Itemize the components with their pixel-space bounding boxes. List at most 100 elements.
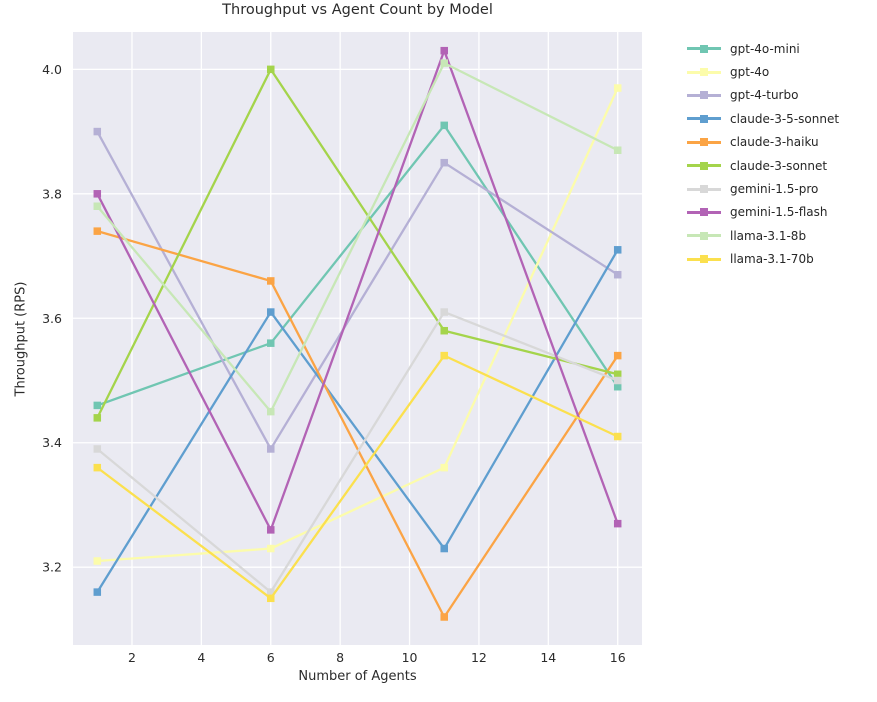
y-tick-label: 3.4	[42, 435, 62, 450]
data-point-claude-3-haiku	[267, 277, 275, 285]
data-point-claude-3-sonnet	[267, 65, 275, 74]
data-point-gpt-4o-mini	[267, 339, 275, 347]
data-point-gemini-1.5-pro	[267, 588, 275, 596]
legend-item-gpt-4o-mini: gpt-4o-mini	[687, 37, 839, 60]
data-point-gpt-4o-mini	[93, 401, 102, 410]
series-line-llama-3.1-70b	[96, 354, 619, 600]
data-point-claude-3-haiku	[93, 227, 102, 235]
data-point-llama-3.1-8b	[93, 202, 102, 211]
data-point-gpt-4o-mini	[613, 382, 622, 391]
legend-swatch-icon	[687, 161, 721, 171]
series-line-gemini-1.5-pro	[96, 310, 619, 594]
plot-background	[73, 32, 642, 645]
data-point-claude-3-5-sonnet	[267, 308, 275, 316]
legend-item-claude-3-5-sonnet: claude-3-5-sonnet	[687, 107, 839, 130]
legend-swatch-icon	[687, 207, 721, 217]
legend-label: llama-3.1-70b	[730, 252, 814, 267]
data-point-gemini-1.5-flash	[613, 519, 622, 528]
x-tick-label: 12	[471, 650, 487, 665]
legend-swatch-icon	[687, 114, 721, 124]
series-line-claude-3-5-sonnet	[96, 249, 619, 593]
legend-item-gemini-1.5-flash: gemini-1.5-flash	[687, 201, 839, 224]
series-line-claude-3-sonnet	[96, 68, 618, 419]
y-axis-label: Throughput (RPS)	[13, 281, 29, 397]
legend-label: gemini-1.5-pro	[730, 182, 819, 197]
data-point-claude-3-haiku	[440, 613, 448, 621]
data-point-gpt-4o	[93, 557, 102, 565]
legend-item-llama-3.1-8b: llama-3.1-8b	[687, 224, 839, 247]
y-tick-label: 3.8	[42, 186, 62, 201]
data-point-llama-3.1-8b	[613, 146, 622, 154]
data-point-llama-3.1-70b	[267, 594, 275, 603]
legend-item-claude-3-sonnet: claude-3-sonnet	[687, 154, 839, 177]
x-tick-label: 4	[197, 650, 205, 665]
data-point-claude-3-5-sonnet	[93, 588, 102, 596]
data-point-llama-3.1-8b	[267, 407, 275, 416]
legend-label: claude-3-haiku	[730, 135, 819, 150]
series-line-gemini-1.5-flash	[96, 49, 619, 532]
x-tick-label: 16	[610, 650, 626, 665]
legend-swatch-icon	[687, 184, 721, 194]
data-point-gpt-4-turbo	[267, 445, 275, 453]
data-point-gemini-1.5-flash	[93, 190, 102, 198]
data-point-claude-3-sonnet	[613, 370, 622, 379]
data-point-claude-3-5-sonnet	[440, 544, 448, 553]
data-point-gemini-1.5-pro	[440, 308, 448, 316]
x-tick-label: 2	[128, 650, 136, 665]
legend-item-gpt-4o: gpt-4o	[687, 60, 839, 83]
data-point-llama-3.1-70b	[440, 351, 448, 360]
legend-label: claude-3-5-sonnet	[730, 111, 840, 126]
data-point-gpt-4o	[440, 463, 448, 472]
data-point-gemini-1.5-pro	[613, 376, 622, 385]
data-point-claude-3-5-sonnet	[613, 246, 622, 254]
data-point-gpt-4o-mini	[440, 121, 448, 130]
data-point-gpt-4o	[613, 84, 622, 92]
y-tick-label: 4.0	[42, 62, 62, 77]
legend-label: gemini-1.5-flash	[730, 205, 828, 220]
legend-swatch-icon	[687, 231, 721, 241]
y-tick-label: 3.2	[42, 560, 62, 575]
data-point-gpt-4o	[267, 544, 275, 553]
legend-label: gpt-4o-mini	[730, 41, 800, 56]
series-line-gpt-4-turbo	[96, 131, 619, 451]
data-point-claude-3-sonnet	[440, 326, 448, 335]
data-point-gpt-4-turbo	[613, 270, 622, 279]
data-point-llama-3.1-70b	[613, 432, 622, 441]
data-point-gpt-4-turbo	[93, 127, 102, 136]
data-point-gemini-1.5-pro	[93, 445, 102, 453]
data-point-llama-3.1-8b	[440, 59, 448, 67]
legend-label: claude-3-sonnet	[730, 158, 828, 173]
legend-swatch-icon	[687, 44, 721, 54]
data-point-gemini-1.5-flash	[267, 526, 275, 534]
series-line-gpt-4o-mini	[96, 124, 619, 407]
series-line-claude-3-haiku	[96, 230, 619, 619]
legend-item-llama-3.1-70b: llama-3.1-70b	[687, 248, 839, 271]
legend: gpt-4o-mini gpt-4o gpt-4-turbo claude-3-5-s…	[687, 37, 839, 271]
x-tick-label: 10	[402, 650, 418, 665]
series-line-llama-3.1-8b	[96, 61, 619, 413]
legend-label: gpt-4o	[730, 65, 770, 80]
data-point-claude-3-haiku	[613, 351, 622, 360]
x-axis-label: Number of Agents	[298, 669, 417, 684]
x-tick-label: 8	[336, 650, 344, 665]
data-point-gemini-1.5-flash	[440, 46, 448, 55]
data-point-llama-3.1-70b	[93, 463, 102, 472]
legend-swatch-icon	[687, 254, 721, 264]
legend-label: gpt-4-turbo	[730, 88, 799, 103]
legend-item-gpt-4-turbo: gpt-4-turbo	[687, 84, 839, 107]
chart-title: Throughput vs Agent Count by Model	[222, 2, 493, 18]
x-tick-label: 14	[540, 650, 556, 665]
legend-item-gemini-1.5-pro: gemini-1.5-pro	[687, 177, 839, 200]
x-tick-label: 6	[267, 650, 275, 665]
y-tick-label: 3.6	[42, 311, 62, 326]
data-point-claude-3-sonnet	[93, 414, 102, 422]
data-point-gpt-4-turbo	[440, 158, 448, 167]
series-line-gpt-4o	[97, 87, 619, 563]
legend-swatch-icon	[687, 137, 721, 147]
legend-item-claude-3-haiku: claude-3-haiku	[687, 131, 839, 154]
legend-label: llama-3.1-8b	[730, 228, 807, 243]
legend-swatch-icon	[687, 90, 721, 100]
legend-swatch-icon	[687, 67, 721, 77]
